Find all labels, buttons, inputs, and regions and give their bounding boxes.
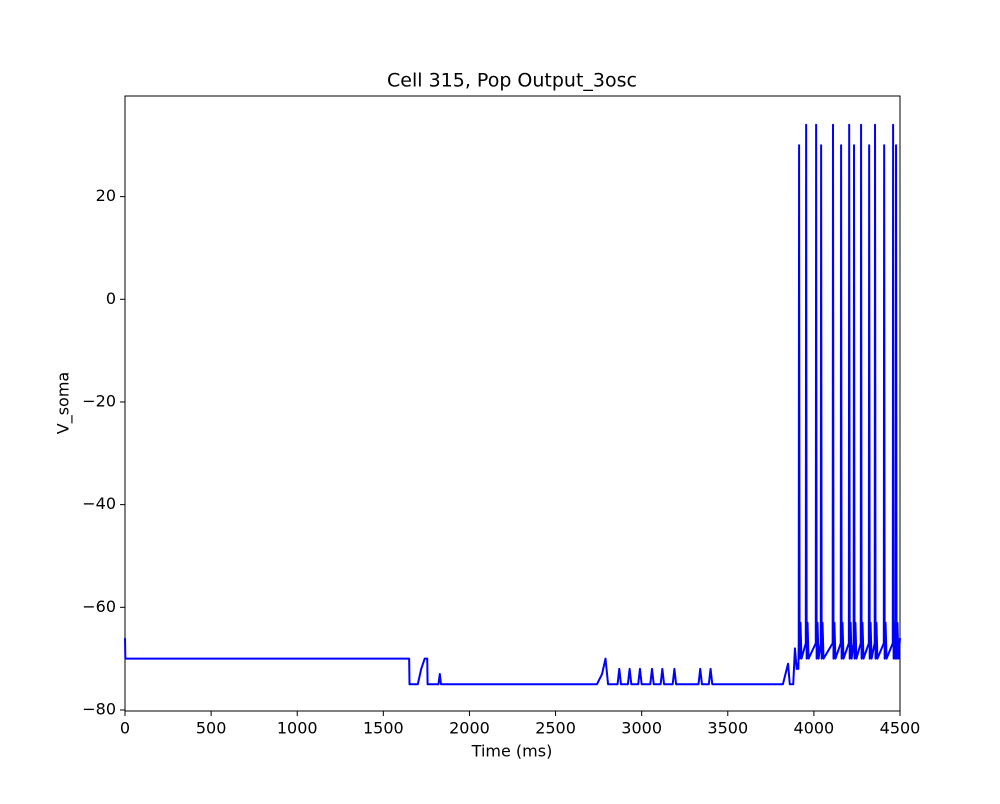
voltage-trace [124,123,901,686]
x-tick-label: 2000 [449,719,490,738]
x-tick-label: 4000 [794,719,835,738]
y-tick-label: −60 [82,597,116,616]
chart-title: Cell 315, Pop Output_3osc [387,70,637,92]
x-tick-label: 0 [120,719,130,738]
x-tick-label: 1500 [363,719,404,738]
x-tick-label: 3500 [707,719,748,738]
x-tick-label: 1000 [277,719,318,738]
y-tick-label: −40 [82,494,116,513]
y-axis-label: V_soma [54,372,74,434]
x-tick-label: 500 [196,719,227,738]
x-axis-label: Time (ms) [471,742,553,761]
x-tick-label: 3000 [621,719,662,738]
y-tick-label: 0 [106,289,116,308]
axes-frame [124,95,901,712]
y-tick-label: −80 [82,699,116,718]
y-tick-label: −20 [82,391,116,410]
x-tick-label: 2500 [535,719,576,738]
x-tick-label: 4500 [880,719,921,738]
y-tick-label: 20 [96,186,116,205]
